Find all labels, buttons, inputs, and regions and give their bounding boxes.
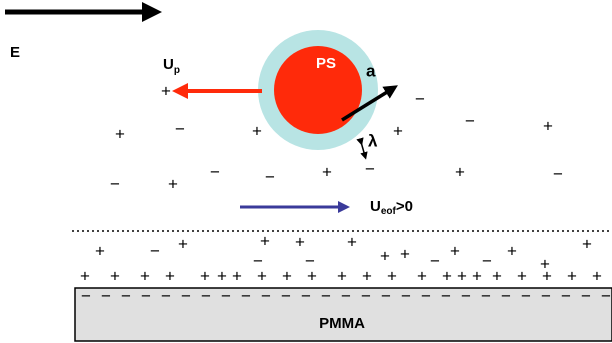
charge: − [415, 89, 425, 108]
charge: − [482, 251, 492, 270]
charge: + [582, 234, 592, 253]
charge: + [442, 266, 452, 285]
charge: − [221, 286, 231, 305]
charge: + [260, 231, 270, 250]
charge: + [165, 266, 175, 285]
charge: − [441, 286, 451, 305]
charge: + [507, 241, 517, 260]
subscript: eof [381, 206, 397, 217]
charge: + [450, 241, 460, 260]
symbol: U [370, 198, 381, 215]
charge: − [465, 111, 475, 130]
charge: − [175, 119, 185, 138]
charge: + [347, 232, 357, 251]
charge: − [481, 286, 491, 305]
charge: + [95, 241, 105, 260]
charge: + [387, 266, 397, 285]
charge: + [295, 232, 305, 251]
charge: − [501, 286, 511, 305]
layer-arrow [361, 142, 365, 156]
charge: + [110, 266, 120, 285]
charge: − [281, 286, 291, 305]
charge: + [307, 266, 317, 285]
charge: − [321, 286, 331, 305]
charge: + [542, 266, 552, 285]
charge: + [252, 121, 262, 140]
charge: − [161, 286, 171, 305]
field-label: E [10, 44, 20, 61]
charge: − [553, 164, 563, 183]
charge: − [261, 286, 271, 305]
layer-label: λ [368, 131, 378, 150]
charge: − [381, 286, 391, 305]
charge: − [181, 286, 191, 305]
charge: − [241, 286, 251, 305]
charge: + [362, 266, 372, 285]
charge: + [517, 266, 527, 285]
suffix: >0 [396, 198, 413, 215]
particle-velocity-label: Up [163, 56, 180, 76]
charge: − [265, 167, 275, 186]
charge: + [455, 162, 465, 181]
charge: + [115, 124, 125, 143]
charge: − [421, 286, 431, 305]
charge: − [521, 286, 531, 305]
charge: − [110, 174, 120, 193]
charge: + [282, 266, 292, 285]
charge: − [301, 286, 311, 305]
particle-label: PS [316, 55, 336, 72]
charge: + [492, 266, 502, 285]
charge: + [457, 266, 467, 285]
charge: + [232, 266, 242, 285]
charge: − [141, 286, 151, 305]
charge: − [210, 162, 220, 181]
charge: + [178, 234, 188, 253]
charge: + [168, 174, 178, 193]
charge: − [430, 251, 440, 270]
charge: + [393, 121, 403, 140]
charge: + [380, 246, 390, 265]
charge: − [561, 286, 571, 305]
charge: − [341, 286, 351, 305]
charge: + [400, 244, 410, 263]
charge: + [140, 266, 150, 285]
charge: − [150, 241, 160, 260]
charge: + [417, 266, 427, 285]
charge: + [567, 266, 577, 285]
charge: − [201, 286, 211, 305]
charge: − [361, 286, 371, 305]
charge: − [81, 286, 91, 305]
charge: + [337, 266, 347, 285]
charge: − [121, 286, 131, 305]
charge: − [581, 286, 591, 305]
charge: + [200, 266, 210, 285]
charge: + [472, 266, 482, 285]
charge: + [217, 266, 227, 285]
charge: − [365, 159, 375, 178]
substrate-label: PMMA [319, 315, 365, 332]
charge: + [257, 266, 267, 285]
charge: + [543, 116, 553, 135]
symbol: U [163, 56, 174, 73]
charge: − [601, 286, 611, 305]
radius-label: a [366, 61, 376, 80]
diagram: E PMMA +−−++−++−+−−+−+−+−++++++−+−+++−−+… [0, 0, 612, 343]
flow-label: Ueof>0 [370, 198, 413, 217]
charge: + [80, 266, 90, 285]
charge: + [322, 162, 332, 181]
charge: + [592, 266, 602, 285]
charge: − [541, 286, 551, 305]
subscript: p [174, 65, 180, 76]
charge: + [161, 81, 171, 100]
charge: − [461, 286, 471, 305]
charge: − [401, 286, 411, 305]
charge: − [101, 286, 111, 305]
